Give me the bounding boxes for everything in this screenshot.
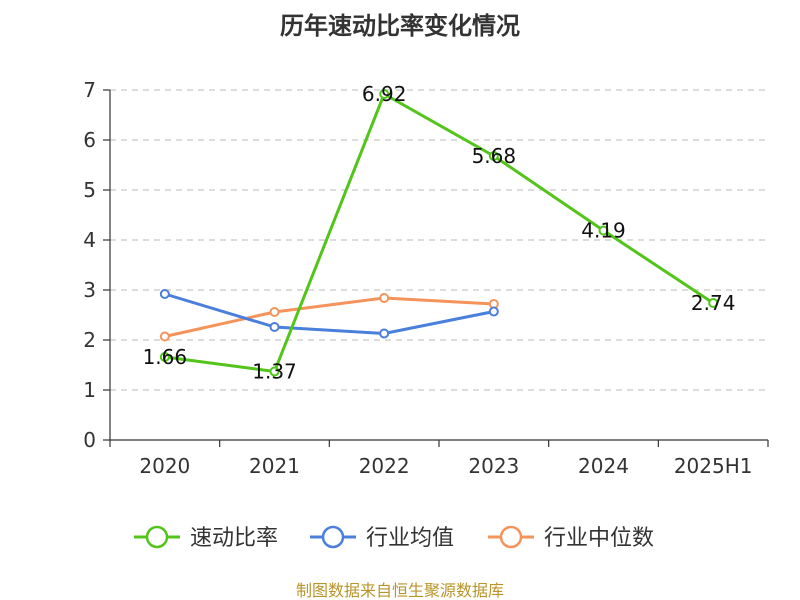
data-point[interactable]: [598, 225, 609, 236]
y-tick-label: 5: [83, 178, 96, 202]
data-point[interactable]: [159, 352, 170, 362]
legend-label: 行业中位数: [544, 526, 654, 551]
series-0: [159, 89, 719, 377]
series-layer: [159, 89, 719, 377]
grid-lines: [110, 89, 768, 391]
legend-marker: [321, 525, 345, 549]
axes: 0 1 2 3 4 5 6 7 2020 2021 2022 2023 2024 2025H1: [83, 78, 769, 478]
data-point[interactable]: [159, 289, 170, 299]
data-point[interactable]: [488, 306, 499, 317]
data-label: 2.74: [691, 291, 736, 315]
y-tick-label: 7: [83, 78, 96, 102]
y-tick-label: 4: [83, 228, 96, 252]
x-tick-label: 2022: [359, 454, 410, 478]
legend-item[interactable]: 速动比率: [134, 525, 278, 551]
x-tick-label: 2024: [578, 454, 629, 478]
legend-item[interactable]: 行业均值: [310, 525, 454, 551]
data-point[interactable]: [269, 366, 280, 377]
data-label: 6.92: [362, 82, 407, 106]
x-tick-label: 2025H1: [674, 454, 753, 478]
x-tick-label: 2020: [139, 454, 190, 478]
data-point[interactable]: [708, 298, 719, 308]
legend-label: 速动比率: [190, 526, 278, 551]
series-line: [164, 92, 714, 373]
data-point[interactable]: [379, 293, 390, 303]
data-point[interactable]: [379, 328, 390, 339]
x-tick-label: 2023: [468, 454, 519, 478]
data-labels: 1.66 1.37 6.92 5.68 4.19 2.74: [143, 82, 736, 384]
legend[interactable]: 速动比率 行业均值 行业中位数: [134, 525, 654, 551]
y-tick-label: 0: [83, 428, 96, 452]
source-note: 制图数据来自恒生聚源数据库: [296, 581, 504, 600]
data-point[interactable]: [488, 151, 499, 161]
chart-title: 历年速动比率变化情况: [280, 12, 520, 40]
data-label: 5.68: [472, 144, 517, 168]
y-tick-label: 3: [83, 278, 96, 302]
data-point[interactable]: [379, 89, 390, 99]
legend-label: 行业均值: [366, 526, 454, 551]
data-point[interactable]: [269, 307, 280, 317]
series-2: [159, 293, 499, 342]
legend-item[interactable]: 行业中位数: [488, 525, 654, 551]
data-label: 4.19: [581, 219, 626, 243]
y-tick-label: 6: [83, 128, 96, 152]
series-line: [164, 292, 495, 335]
data-point[interactable]: [159, 331, 170, 342]
data-label: 1.37: [252, 360, 297, 384]
y-tick-label: 1: [83, 378, 96, 402]
series-1: [159, 289, 499, 339]
legend-marker: [499, 525, 523, 549]
data-label: 1.66: [143, 345, 188, 369]
series-line: [164, 296, 494, 338]
x-tick-label: 2021: [249, 454, 300, 478]
y-tick-label: 2: [83, 328, 96, 352]
data-point[interactable]: [269, 322, 280, 332]
legend-marker: [145, 525, 169, 549]
